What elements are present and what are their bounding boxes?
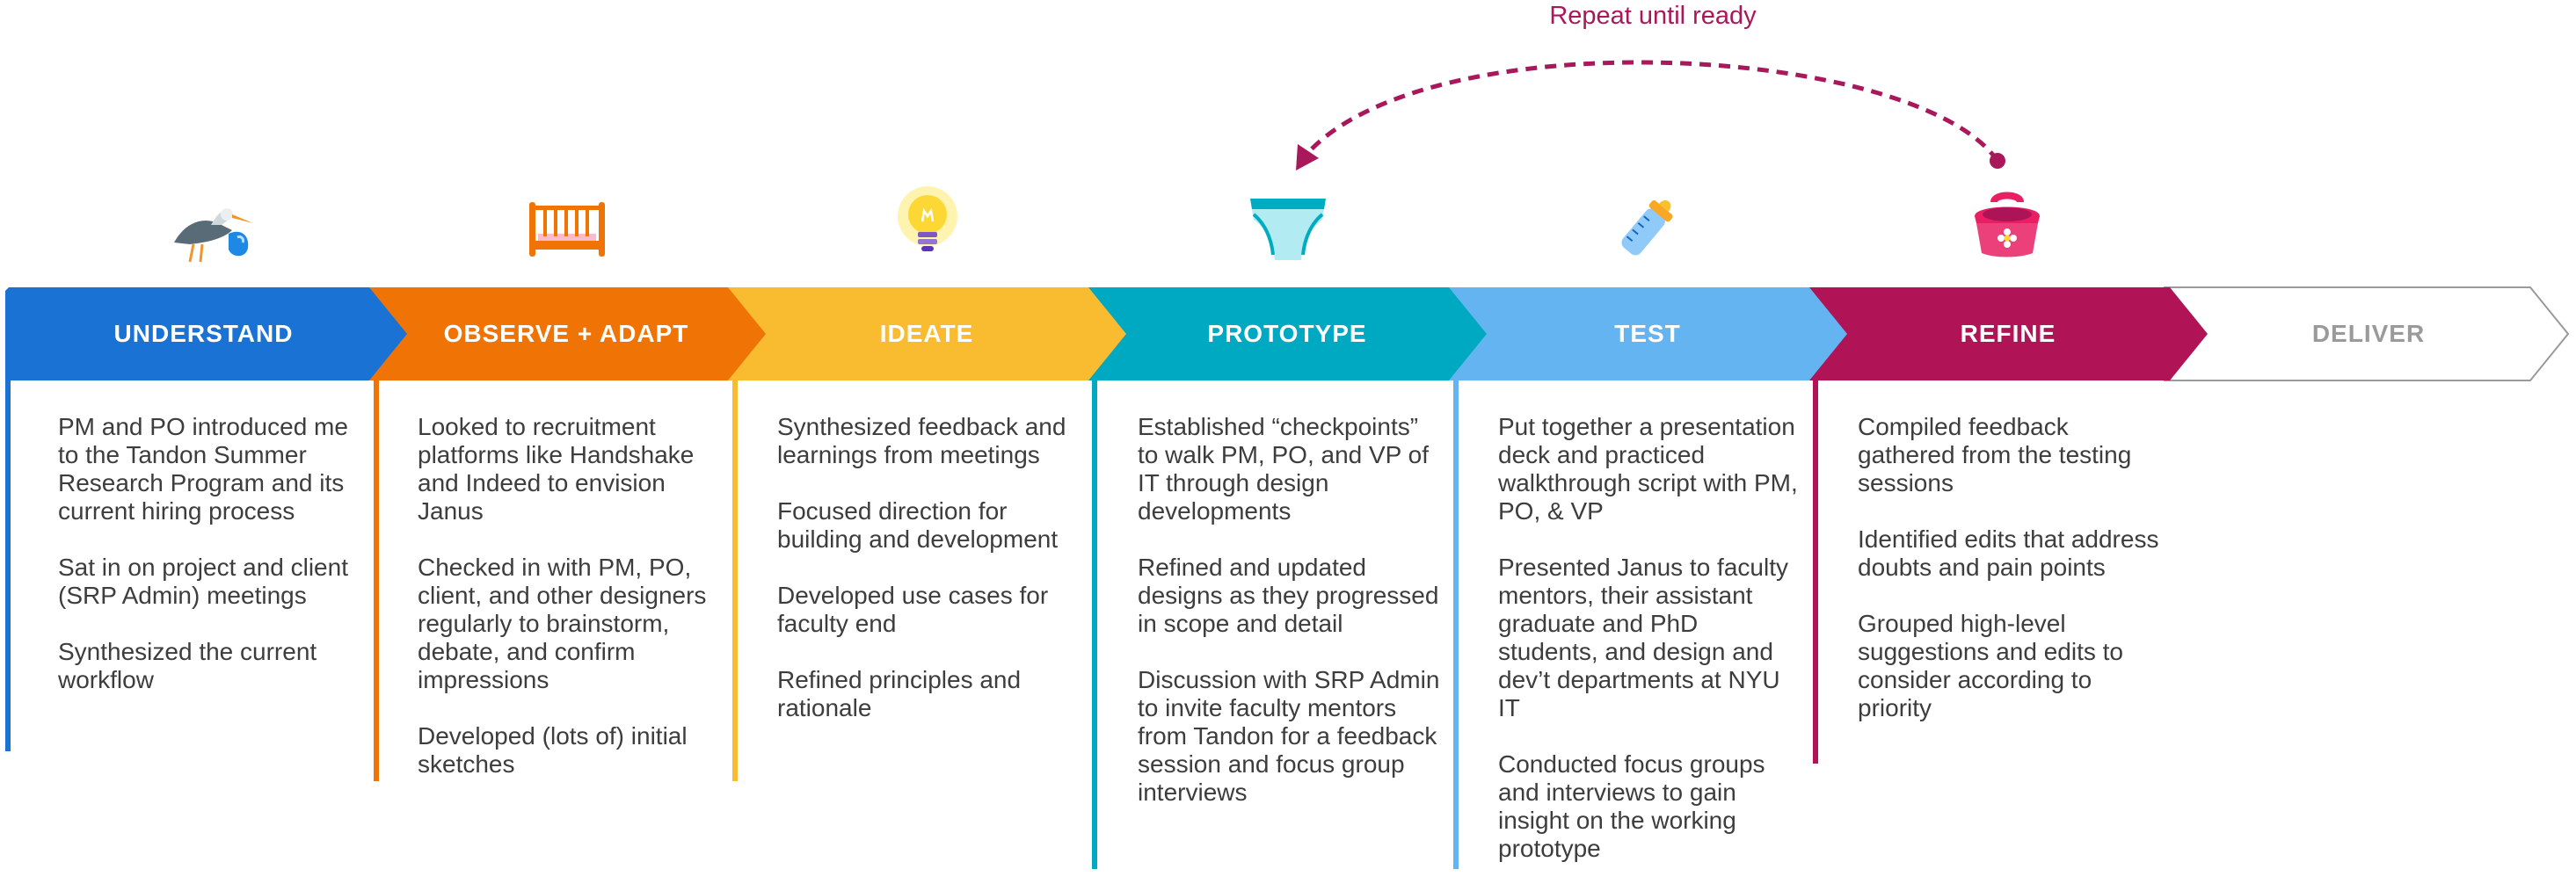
- chevron-understand: [5, 287, 407, 380]
- chevron-observe-adapt: [365, 287, 766, 380]
- potty-icon: [1975, 192, 2040, 257]
- column-line-test: [1453, 379, 1459, 869]
- phase-label-ideate: IDEATE: [879, 320, 974, 347]
- phase-label-prototype: PROTOTYPE: [1207, 320, 1367, 347]
- column-item: PM and PO introduced me to the Tandon Su…: [58, 413, 348, 525]
- column-item: Developed (lots of) initial sketches: [418, 722, 688, 778]
- column-line-refine: [1813, 379, 1818, 764]
- column-item: Focused direction for building and devel…: [777, 497, 1059, 553]
- column-item: Refined principles and rationale: [777, 666, 1022, 721]
- chevron-test: [1444, 287, 1847, 380]
- stork-icon: [174, 208, 253, 263]
- column-item: Sat in on project and client (SRP Admin)…: [58, 554, 348, 609]
- phase-label-test: TEST: [1614, 320, 1681, 347]
- repeat-loop-label: Repeat until ready: [1549, 2, 1757, 30]
- column-item: Identified edits that address doubts and…: [1858, 525, 2159, 581]
- column-item: Checked in with PM, PO, client, and othe…: [418, 554, 707, 693]
- phase-label-understand: UNDERSTAND: [113, 320, 294, 347]
- phase-label-refine: REFINE: [1960, 320, 2056, 347]
- chevron-refine: [1804, 287, 2208, 380]
- column-line-observe-adapt: [374, 379, 379, 781]
- lightbulb-icon: [898, 186, 957, 251]
- column-item: Synthesized feedback and learnings from …: [777, 413, 1066, 468]
- column-item: Developed use cases for faculty end: [777, 582, 1049, 637]
- repeat-loop-arrowhead: [1296, 144, 1319, 170]
- column-ideate: Synthesized feedback and learnings from …: [777, 413, 1081, 750]
- column-item: Put together a presentation deck and pra…: [1498, 413, 1798, 525]
- diaper-icon: [1250, 199, 1326, 260]
- phase-label-deliver: DELIVER: [2311, 320, 2426, 347]
- column-item: Discussion with SRP Admin to invite facu…: [1138, 666, 1440, 806]
- column-line-prototype: [1092, 379, 1097, 869]
- column-item: Looked to recruitment platforms like Han…: [418, 413, 695, 525]
- baby-bottle-icon: [1621, 199, 1673, 256]
- column-item: Presented Janus to faculty mentors, thei…: [1498, 554, 1788, 721]
- column-item: Compiled feedback gathered from the test…: [1858, 413, 2132, 496]
- repeat-loop-start-dot: [1990, 153, 2005, 169]
- repeat-loop-arrow: [1303, 60, 2000, 163]
- chevron-prototype: [1083, 287, 1487, 380]
- column-item: Synthesized the current workflow: [58, 638, 317, 693]
- phase-label-observe-adapt: OBSERVE + ADAPT: [443, 320, 689, 347]
- column-line-ideate: [732, 379, 738, 781]
- column-item: Conducted focus groups and interviews to…: [1498, 750, 1765, 862]
- column-item: Established “checkpoints” to walk PM, PO…: [1138, 413, 1429, 525]
- column-refine: Compiled feedback gathered from the test…: [1858, 413, 2161, 750]
- chevron-ideate: [724, 287, 1126, 380]
- column-observe-adapt: Looked to recruitment platforms like Han…: [418, 413, 725, 807]
- column-item: Refined and updated designs as they prog…: [1138, 554, 1439, 637]
- column-line-understand: [5, 379, 11, 751]
- column-item: Grouped high-level suggestions and edits…: [1858, 610, 2123, 721]
- crib-icon: [529, 202, 605, 257]
- column-prototype: Established “checkpoints” to walk PM, PO…: [1138, 413, 1441, 835]
- column-understand: PM and PO introduced me to the Tandon Su…: [58, 413, 348, 722]
- column-test: Put together a presentation deck and pra…: [1498, 413, 1801, 891]
